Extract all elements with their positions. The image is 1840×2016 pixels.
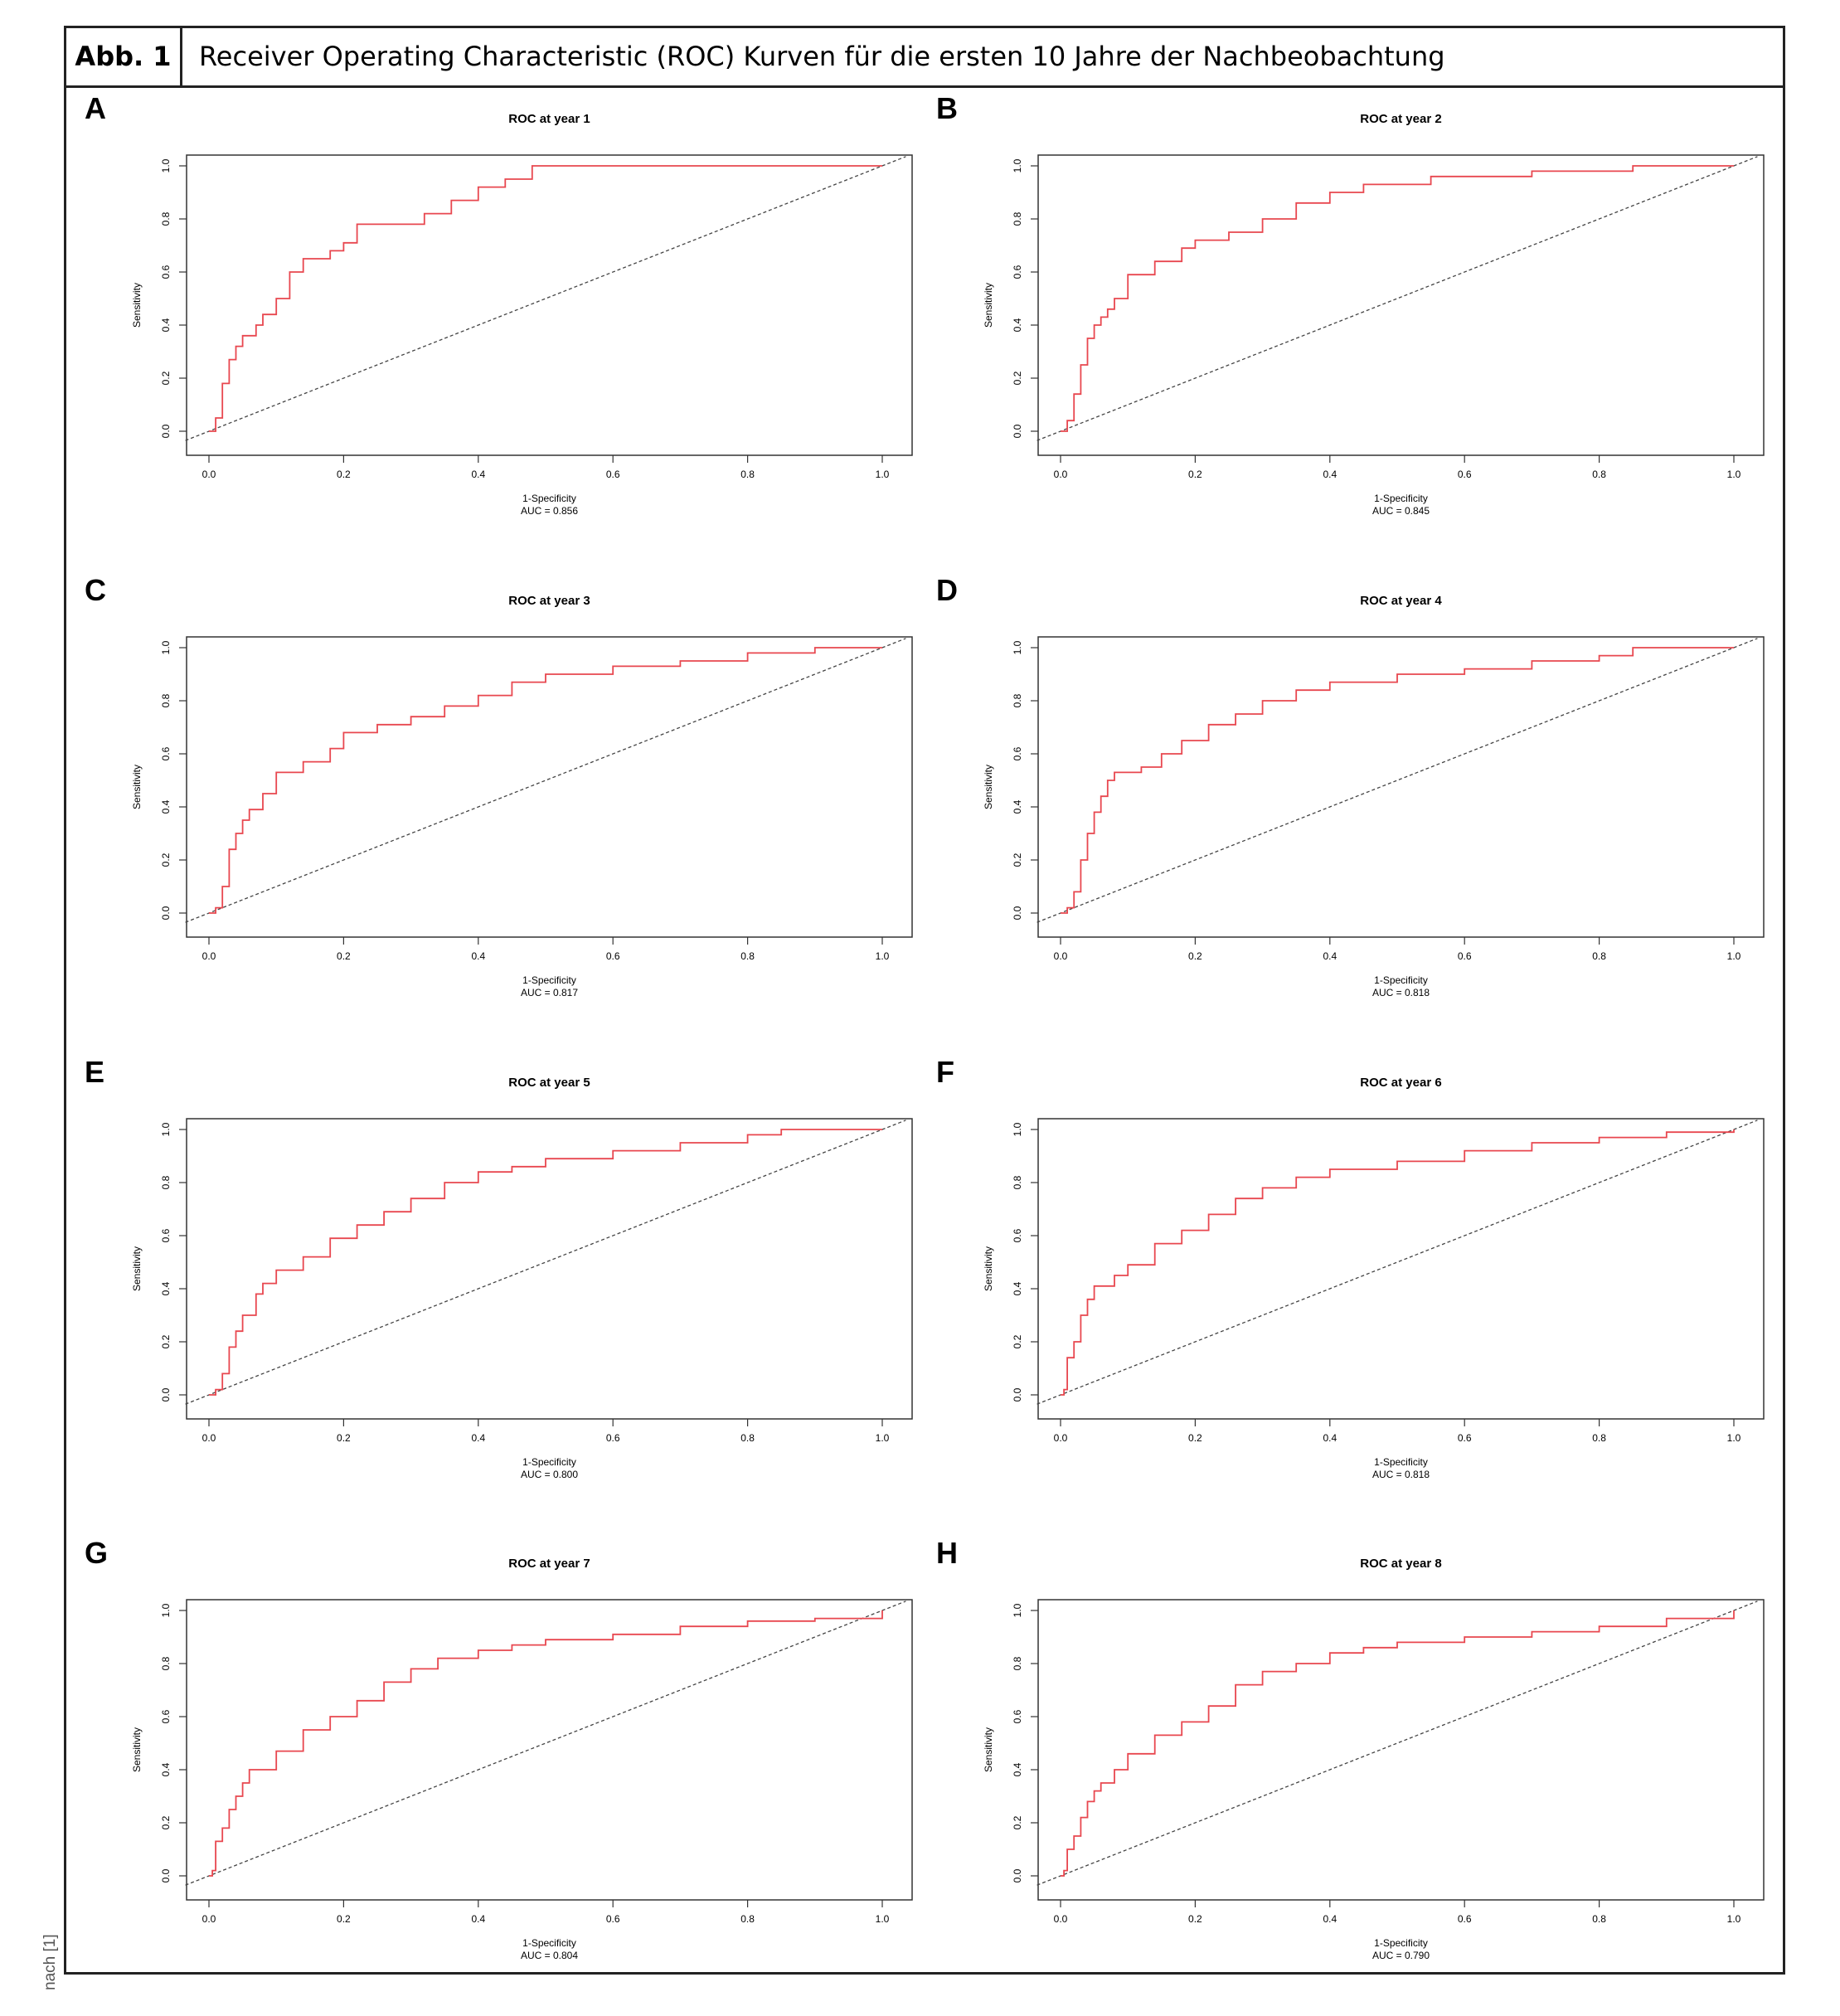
source-note: nach [1]	[41, 1934, 59, 1990]
figure-label: Abb. 1	[66, 28, 182, 85]
figure-header: Abb. 1 Receiver Operating Characteristic…	[66, 28, 1783, 88]
figure-frame: Abb. 1 Receiver Operating Characteristic…	[64, 26, 1785, 1975]
figure-title: Receiver Operating Characteristic (ROC) …	[199, 41, 1445, 72]
